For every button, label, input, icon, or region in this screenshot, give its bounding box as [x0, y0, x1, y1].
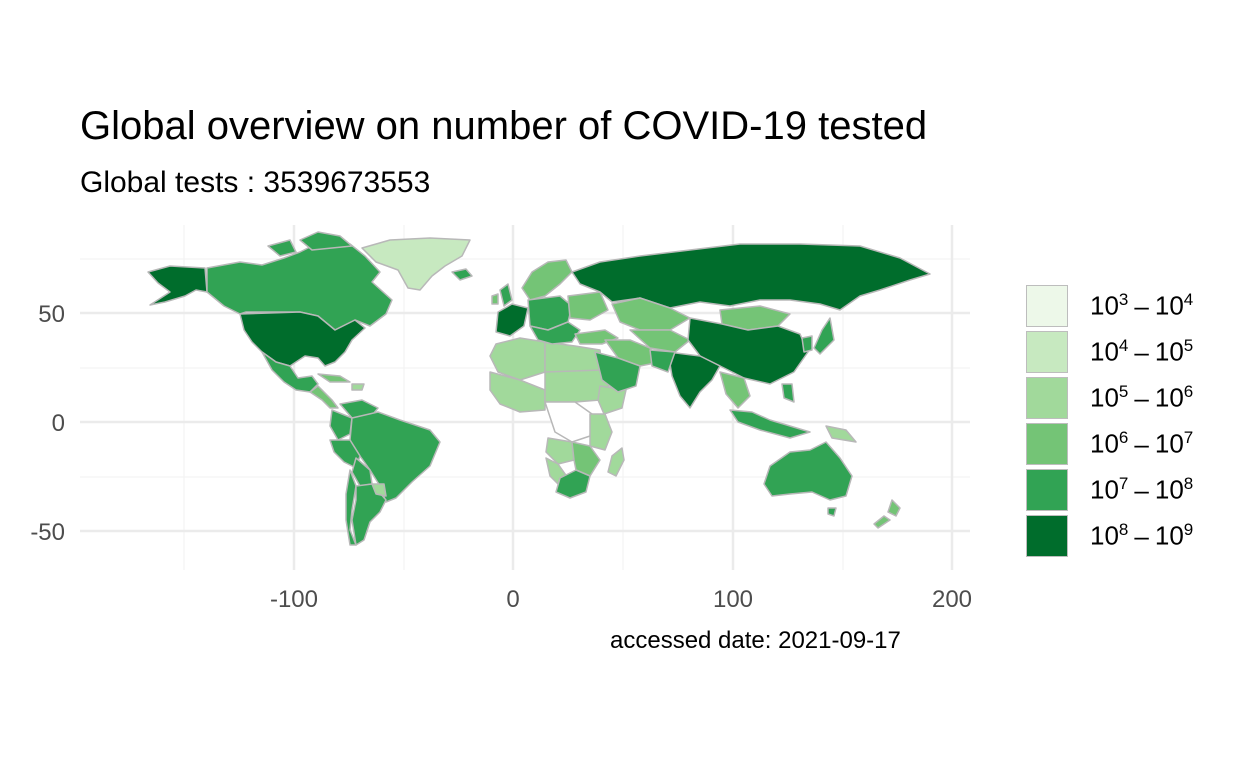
y-tick-label: -50 [30, 519, 65, 546]
axis-ticks: 50 0 -50 -100 0 100 200 [30, 301, 972, 613]
country-russia [571, 243, 931, 311]
country-ukraine-belarus [567, 291, 609, 321]
country-png [825, 425, 857, 443]
country-brazil [349, 411, 441, 503]
country-uk [499, 283, 513, 307]
country-greenland [361, 237, 471, 291]
country-ireland [491, 293, 499, 305]
x-tick-label: 200 [932, 586, 972, 613]
accessed-date-caption: accessed date: 2021-09-17 [610, 627, 901, 654]
x-tick-label: 100 [713, 586, 753, 613]
legend-swatch [1026, 285, 1068, 327]
country-canada [206, 241, 393, 331]
legend-item: 104–105 [1026, 329, 1193, 375]
country-scandinavia [521, 259, 573, 301]
country-madagascar [607, 447, 625, 477]
country-tasmania [827, 507, 837, 517]
country-angola [545, 437, 575, 465]
legend-label: 105–106 [1090, 382, 1194, 413]
country-india [667, 351, 721, 409]
legend-item: 105–106 [1026, 375, 1193, 421]
country-korea [801, 335, 813, 353]
legend-swatch [1026, 377, 1068, 419]
legend-swatch [1026, 331, 1068, 373]
legend-item: 106–107 [1026, 421, 1193, 467]
country-east-africa [589, 413, 613, 451]
map-title: Global overview on number of COVID-19 te… [80, 104, 928, 148]
country-west-africa [489, 371, 546, 413]
x-tick-label: -100 [270, 586, 318, 613]
country-mexico [261, 351, 319, 393]
legend-swatch [1026, 423, 1068, 465]
y-tick-label: 50 [38, 301, 65, 328]
country-usa [239, 311, 366, 367]
country-philippines [781, 383, 795, 403]
country-cuba [317, 373, 351, 383]
country-hispaniola [351, 383, 365, 391]
country-iceland [451, 268, 473, 281]
country-se-asia [719, 371, 751, 409]
legend-label: 104–105 [1090, 336, 1194, 367]
map-subtitle: Global tests : 3539673553 [80, 166, 431, 199]
country-colombia [329, 409, 353, 441]
country-paraguay [371, 483, 387, 497]
country-canada-islands [299, 231, 353, 251]
legend-label: 106–107 [1090, 428, 1194, 459]
x-tick-label: 0 [506, 586, 519, 613]
legend: 103–104 104–105 105–106 106–107 107–108 … [1026, 283, 1193, 559]
legend-label: 107–108 [1090, 474, 1194, 505]
y-tick-label: 0 [52, 410, 65, 437]
country-central-asia [629, 329, 691, 353]
country-kazakhstan [611, 297, 691, 331]
country-central-africa [544, 401, 593, 443]
country-malaysia-indonesia [729, 409, 811, 439]
country-new-zealand-south [873, 515, 891, 529]
country-france-spain [495, 303, 529, 337]
legend-item: 108–109 [1026, 513, 1193, 559]
country-central-america [309, 385, 339, 409]
country-japan [813, 317, 835, 355]
country-australia [763, 441, 853, 501]
country-south-africa [555, 469, 591, 499]
country-alaska [147, 265, 208, 306]
country-saudi [594, 351, 641, 393]
legend-swatch [1026, 515, 1068, 557]
legend-label: 103–104 [1090, 290, 1194, 321]
country-new-zealand [887, 499, 901, 517]
legend-swatch [1026, 469, 1068, 511]
legend-item: 107–108 [1026, 467, 1193, 513]
country-canada-island-2 [267, 239, 297, 257]
legend-item: 103–104 [1026, 283, 1193, 329]
legend-label: 108–109 [1090, 520, 1194, 551]
country-pakistan [649, 349, 676, 373]
country-morocco-algeria [489, 337, 546, 381]
countries [147, 231, 931, 546]
